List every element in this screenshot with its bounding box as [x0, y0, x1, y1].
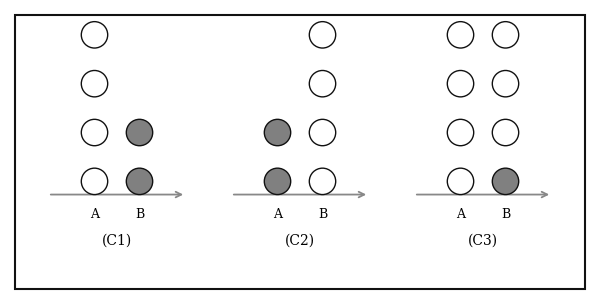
Ellipse shape	[310, 119, 336, 146]
Ellipse shape	[82, 119, 108, 146]
Ellipse shape	[310, 71, 336, 97]
Ellipse shape	[448, 119, 474, 146]
Text: (C2): (C2)	[285, 234, 315, 248]
Ellipse shape	[265, 168, 291, 195]
Ellipse shape	[493, 22, 519, 48]
Text: B: B	[501, 208, 510, 221]
Text: B: B	[318, 208, 327, 221]
Ellipse shape	[82, 22, 108, 48]
Ellipse shape	[82, 168, 108, 195]
Text: B: B	[135, 208, 144, 221]
Text: A: A	[273, 208, 282, 221]
Ellipse shape	[127, 119, 152, 146]
Text: A: A	[456, 208, 465, 221]
Ellipse shape	[265, 119, 291, 146]
Ellipse shape	[448, 168, 474, 195]
Ellipse shape	[448, 71, 474, 97]
Ellipse shape	[127, 168, 152, 195]
Text: A: A	[90, 208, 99, 221]
Text: (C3): (C3)	[468, 234, 498, 248]
Ellipse shape	[310, 22, 336, 48]
Ellipse shape	[493, 71, 519, 97]
Ellipse shape	[493, 168, 519, 195]
Ellipse shape	[493, 119, 519, 146]
Text: (C1): (C1)	[102, 234, 132, 248]
Ellipse shape	[448, 22, 474, 48]
Ellipse shape	[310, 168, 336, 195]
Ellipse shape	[82, 71, 108, 97]
